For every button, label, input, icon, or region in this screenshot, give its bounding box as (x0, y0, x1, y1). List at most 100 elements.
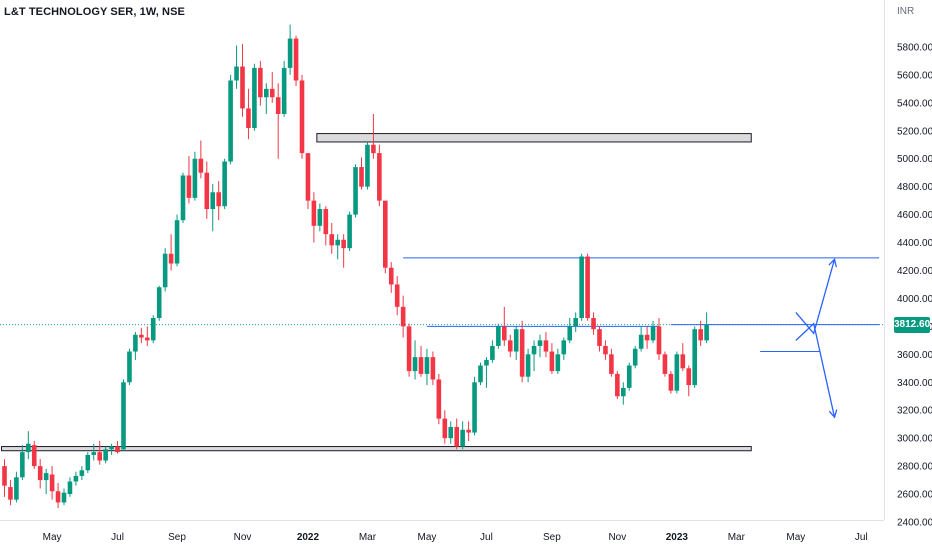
candle-body (490, 345, 495, 360)
support-resistance-zone (316, 133, 752, 143)
candle-body (365, 144, 370, 187)
candle-body (597, 329, 602, 346)
candle-body (383, 200, 388, 268)
candle-body (85, 454, 91, 471)
candle-body (37, 466, 43, 481)
candle-body (525, 354, 531, 377)
candle-body (8, 487, 13, 500)
candle-body (341, 239, 346, 249)
candle-body (275, 97, 281, 115)
x-tick-label: May (417, 532, 436, 543)
y-tick-label: 4200.00 (897, 266, 932, 277)
candle-body (264, 88, 269, 98)
currency-label: INR (897, 6, 915, 17)
x-tick-label: Sep (168, 532, 186, 543)
y-tick-label: 3600.00 (897, 350, 932, 361)
candle-body (561, 340, 567, 355)
candle-body (656, 326, 662, 355)
y-tick-label: 4600.00 (897, 210, 932, 221)
candle-body (156, 287, 162, 319)
candle-body (371, 144, 376, 154)
x-tick-label: Mar (359, 532, 377, 543)
candle-body (204, 172, 210, 210)
candle-body (680, 354, 686, 369)
candle-body (192, 158, 198, 198)
candle-body (305, 153, 311, 201)
candle-body (502, 326, 507, 341)
y-tick-label: 5200.00 (897, 126, 932, 137)
symbol-title[interactable]: L&T TECHNOLOGY SER, 1W, NSE (4, 6, 185, 18)
support-resistance-zone (1, 446, 752, 452)
candle-body (103, 449, 108, 461)
candle-body (686, 368, 692, 386)
y-tick-label: 4400.00 (897, 238, 932, 249)
candle-body (442, 418, 448, 439)
candle-body (67, 481, 73, 495)
x-tick-label: 2023 (666, 532, 689, 543)
candle-body (91, 452, 97, 455)
candle-body (186, 175, 192, 198)
x-tick-label: Nov (234, 532, 252, 543)
y-tick-label: 3400.00 (897, 378, 932, 389)
candle-body (216, 192, 221, 207)
x-tick-label: Jul (111, 532, 124, 543)
candle-body (585, 256, 590, 319)
candle-body (115, 446, 120, 453)
candle-body (73, 475, 79, 482)
candle-body (549, 351, 555, 372)
candle-body (311, 200, 317, 226)
candle-body (139, 334, 144, 338)
candle-body (644, 334, 650, 341)
candle-body (240, 66, 245, 109)
y-tick-label: 3200.00 (897, 406, 932, 417)
x-tick-label: May (43, 532, 62, 543)
candle-body (555, 354, 561, 372)
y-tick-label: 2800.00 (897, 462, 932, 473)
candle-body (174, 220, 180, 264)
candle-body (61, 492, 67, 503)
candle-body (662, 354, 668, 374)
candle-body (20, 452, 25, 478)
candle-body (79, 470, 85, 476)
candle-body (353, 167, 358, 215)
candle-body (436, 379, 442, 419)
candle-body (406, 326, 412, 372)
candle-body (323, 209, 329, 235)
candle-body (109, 446, 114, 450)
candle-body (299, 80, 305, 154)
y-tick-label: 3000.00 (897, 434, 932, 445)
candle-body (198, 158, 204, 173)
y-tick-label: 5800.00 (897, 42, 932, 53)
candle-body (180, 175, 186, 221)
y-tick-label: 2400.00 (897, 518, 932, 529)
candle-body (281, 67, 287, 115)
x-tick-label: May (786, 532, 805, 543)
candle-body (615, 373, 620, 397)
projection-arrow-path (795, 259, 836, 335)
candle-body (228, 80, 233, 162)
candle-body (246, 108, 251, 128)
candle-body (258, 67, 263, 98)
candle-body (496, 326, 501, 346)
candle-body (49, 474, 55, 492)
candle-body (638, 334, 644, 349)
projection-arrow-head (828, 258, 837, 268)
candle-body (448, 426, 454, 439)
candle-body (418, 357, 424, 374)
x-tick-label: Mar (728, 532, 746, 543)
candle-body (43, 473, 49, 481)
x-tick-label: Nov (608, 532, 626, 543)
candle-body (234, 66, 239, 81)
candle-body (674, 354, 680, 391)
candle-body (698, 329, 703, 341)
candle-body (347, 214, 352, 249)
candle-body (97, 452, 102, 461)
candle-body (162, 253, 168, 288)
y-tick-label: 5400.00 (897, 98, 932, 109)
y-tick-label: 5600.00 (897, 70, 932, 81)
candle-body (127, 351, 132, 383)
candle-body (55, 491, 61, 503)
candle-body (121, 382, 126, 450)
